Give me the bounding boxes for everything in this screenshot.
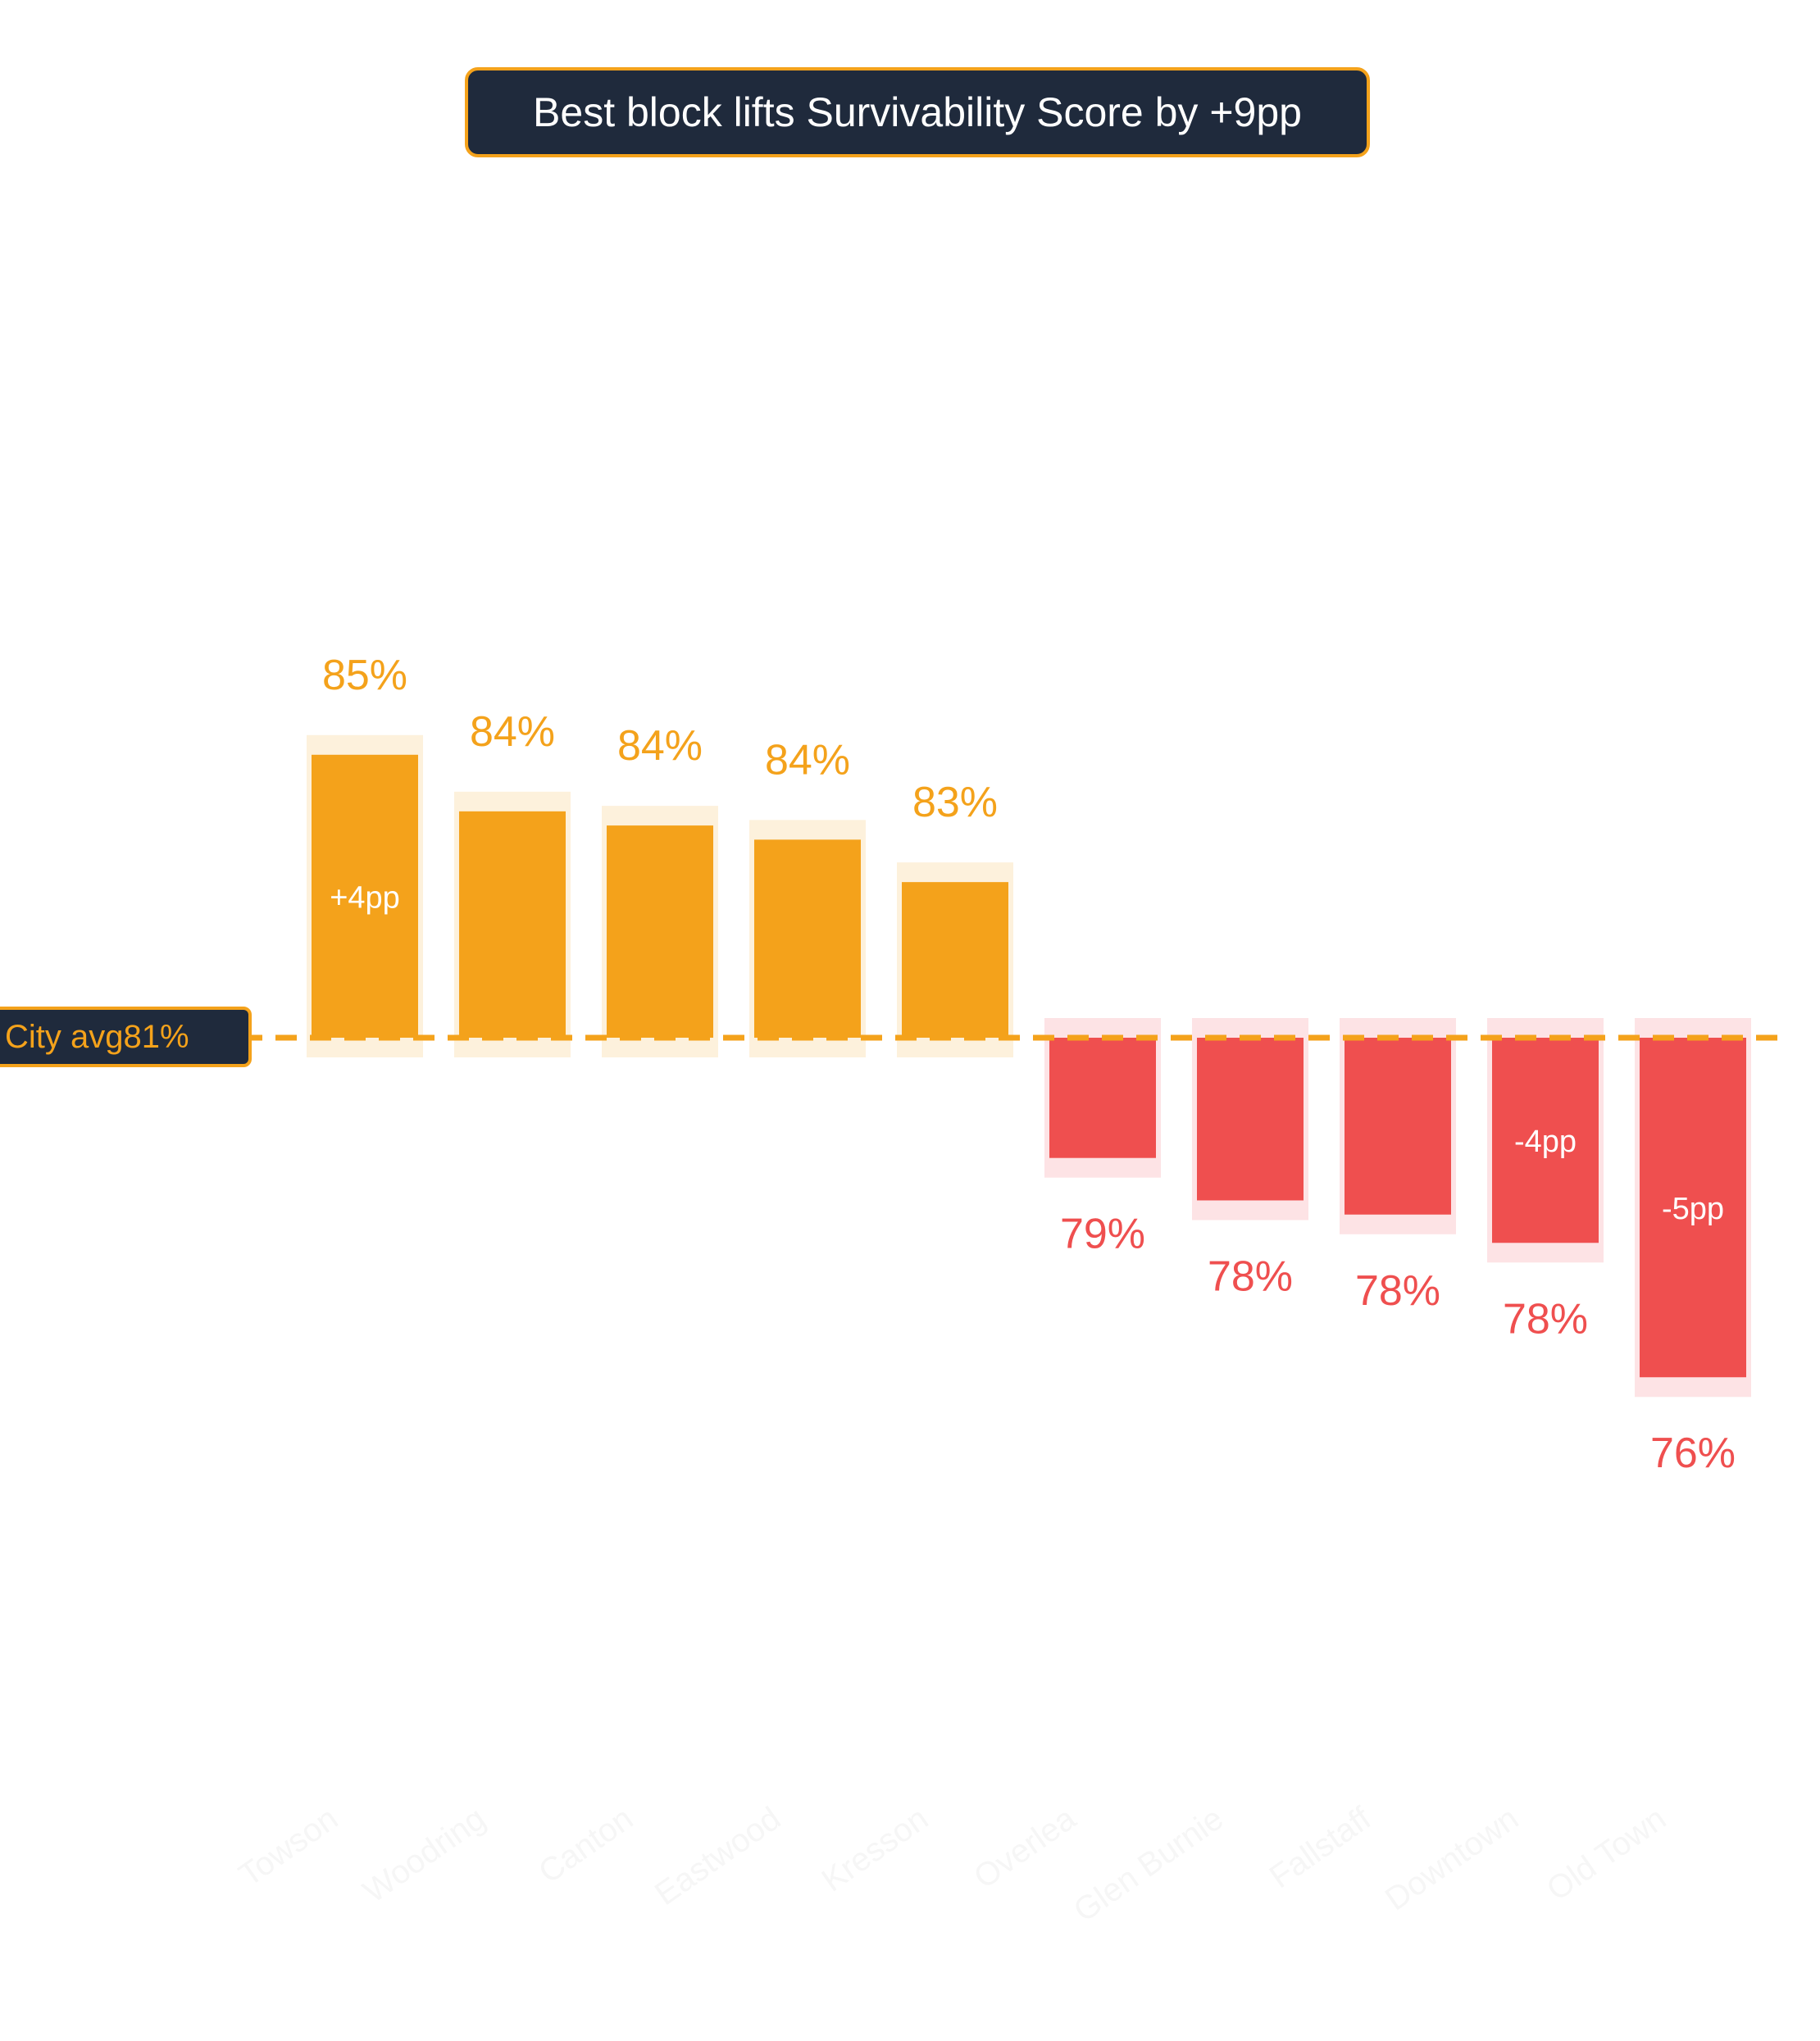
bar: [754, 839, 861, 1038]
delta-label-layer: +4pp -4pp -5pp: [330, 880, 1724, 1226]
bar: [1197, 1038, 1304, 1201]
bar: [459, 811, 566, 1038]
bar: [902, 882, 1008, 1038]
value-label: 79%: [1060, 1211, 1145, 1258]
value-label: 84%: [470, 708, 555, 756]
bar: [312, 754, 418, 1038]
chart-title: Best block lifts Survivability Score by …: [465, 67, 1370, 157]
value-label: 76%: [1650, 1430, 1736, 1477]
category-label: Towson: [233, 1800, 344, 1893]
bar: [1049, 1038, 1156, 1158]
city-average-value: 81%: [123, 1018, 189, 1055]
value-label: 78%: [1355, 1267, 1440, 1315]
bar: [1640, 1038, 1746, 1378]
category-label: Overlea: [967, 1800, 1083, 1896]
chart-title-text: Best block lifts Survivability Score by …: [533, 89, 1302, 135]
value-label: 78%: [1503, 1295, 1588, 1343]
category-label: Old Town: [1540, 1800, 1672, 1907]
value-label: 84%: [765, 736, 850, 784]
value-label: 85%: [322, 652, 407, 699]
value-label: 84%: [617, 722, 703, 770]
category-label: Fallstaff: [1263, 1800, 1378, 1895]
category-label: Downtown: [1379, 1800, 1525, 1917]
bar: [1345, 1038, 1451, 1215]
bar: [607, 825, 713, 1038]
category-label: Kresson: [816, 1800, 935, 1898]
delta-label: -4pp: [1514, 1125, 1577, 1159]
city-average-badge: City avg 81%: [0, 1007, 252, 1067]
value-label-layer: 85% 84% 84% 84% 83% 79% 78% 78% 78% 76%: [322, 652, 1736, 1477]
value-label: 83%: [912, 779, 998, 826]
bar: [1492, 1038, 1599, 1243]
delta-label: +4pp: [330, 880, 400, 915]
value-label: 78%: [1208, 1252, 1293, 1300]
category-label: Eastwood: [648, 1800, 787, 1912]
city-average-label: City avg: [5, 1018, 124, 1055]
bar-layer: [312, 754, 1746, 1378]
delta-label: -5pp: [1662, 1192, 1724, 1226]
category-label: Canton: [532, 1800, 639, 1890]
category-label: Woodring: [357, 1800, 492, 1910]
category-label-layer: Towson Woodring Canton Eastwood Kresson Overl…: [233, 1800, 1672, 1930]
category-label: Glen Burnie: [1067, 1800, 1230, 1929]
